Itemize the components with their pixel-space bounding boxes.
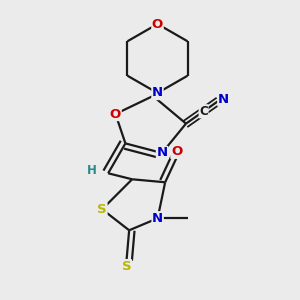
Text: O: O — [110, 107, 121, 121]
Text: S: S — [122, 260, 131, 273]
Text: C: C — [199, 105, 208, 118]
Text: N: N — [156, 146, 168, 160]
Text: O: O — [171, 145, 182, 158]
Text: N: N — [152, 212, 163, 225]
Text: N: N — [152, 86, 163, 100]
Text: N: N — [218, 93, 229, 106]
Text: S: S — [97, 203, 107, 216]
Text: O: O — [152, 17, 163, 31]
Text: H: H — [87, 164, 97, 177]
